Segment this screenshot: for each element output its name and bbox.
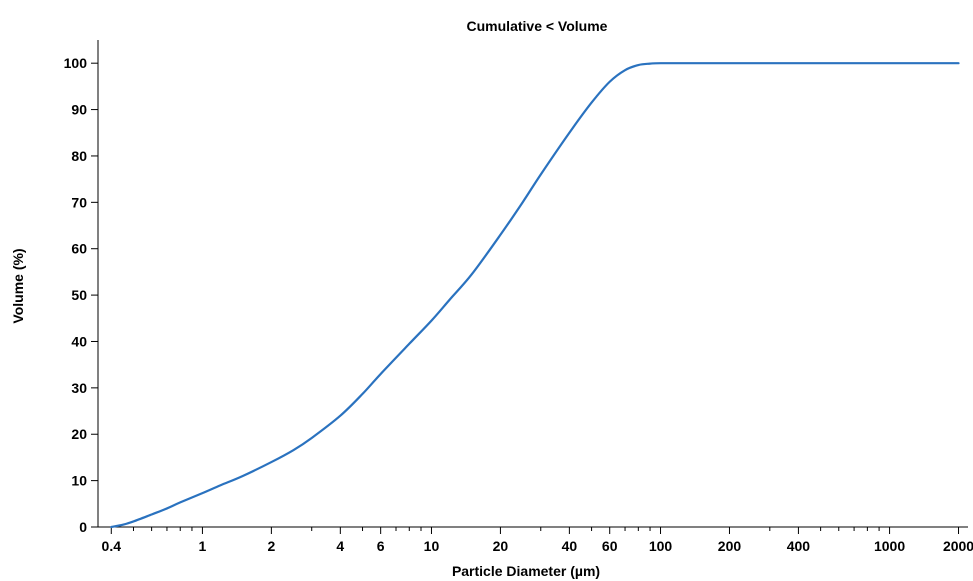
y-tick-label: 20	[71, 426, 87, 442]
x-tick-label: 6	[377, 538, 385, 554]
x-tick-label: 2	[267, 538, 275, 554]
y-tick-label: 10	[71, 473, 87, 489]
axes	[97, 40, 968, 528]
y-tick-label: 60	[71, 241, 87, 257]
x-tick-label: 0.4	[102, 538, 122, 554]
y-axis-label: Volume (%)	[10, 248, 26, 323]
x-tick-label: 20	[493, 538, 509, 554]
x-tick-label: 1	[199, 538, 207, 554]
y-tick-label: 30	[71, 380, 87, 396]
y-tick-label: 0	[79, 519, 87, 535]
series-layer	[110, 62, 960, 529]
y-tick-label: 70	[71, 194, 87, 210]
y-tick-label: 80	[71, 148, 87, 164]
x-axis-label: Particle Diameter (µm)	[452, 563, 600, 579]
x-tick-label: 60	[602, 538, 618, 554]
x-tick-label: 400	[787, 538, 811, 554]
y-tick-label: 50	[71, 287, 87, 303]
x-tick-label: 40	[562, 538, 578, 554]
tick-marks	[91, 62, 960, 534]
y-tick-label: 90	[71, 102, 87, 118]
x-tick-label: 4	[336, 538, 344, 554]
x-tick-label: 10	[424, 538, 440, 554]
x-tick-label: 2000	[943, 538, 973, 554]
x-tick-label: 200	[718, 538, 742, 554]
x-tick-label: 1000	[874, 538, 905, 554]
tick-labels: 0.4 1 2 4 6 10 20 40 60 100 200 400 1000 2000 0 10 20 30 4…	[64, 55, 973, 554]
chart-title: Cumulative < Volume	[467, 18, 608, 34]
x-tick-label: 100	[649, 538, 673, 554]
y-tick-label: 100	[64, 55, 88, 71]
y-tick-label: 40	[71, 333, 87, 349]
series-line	[110, 62, 960, 529]
